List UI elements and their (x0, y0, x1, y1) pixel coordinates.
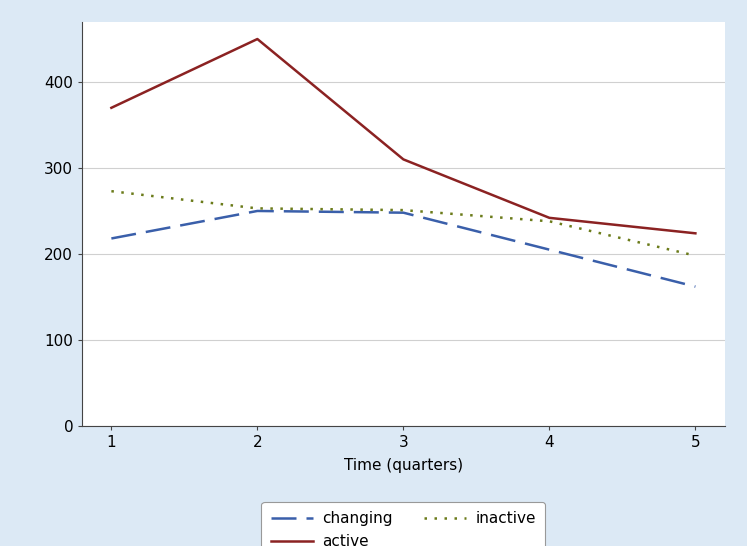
Legend: changing, active, inactive: changing, active, inactive (261, 502, 545, 546)
X-axis label: Time (quarters): Time (quarters) (344, 458, 463, 473)
